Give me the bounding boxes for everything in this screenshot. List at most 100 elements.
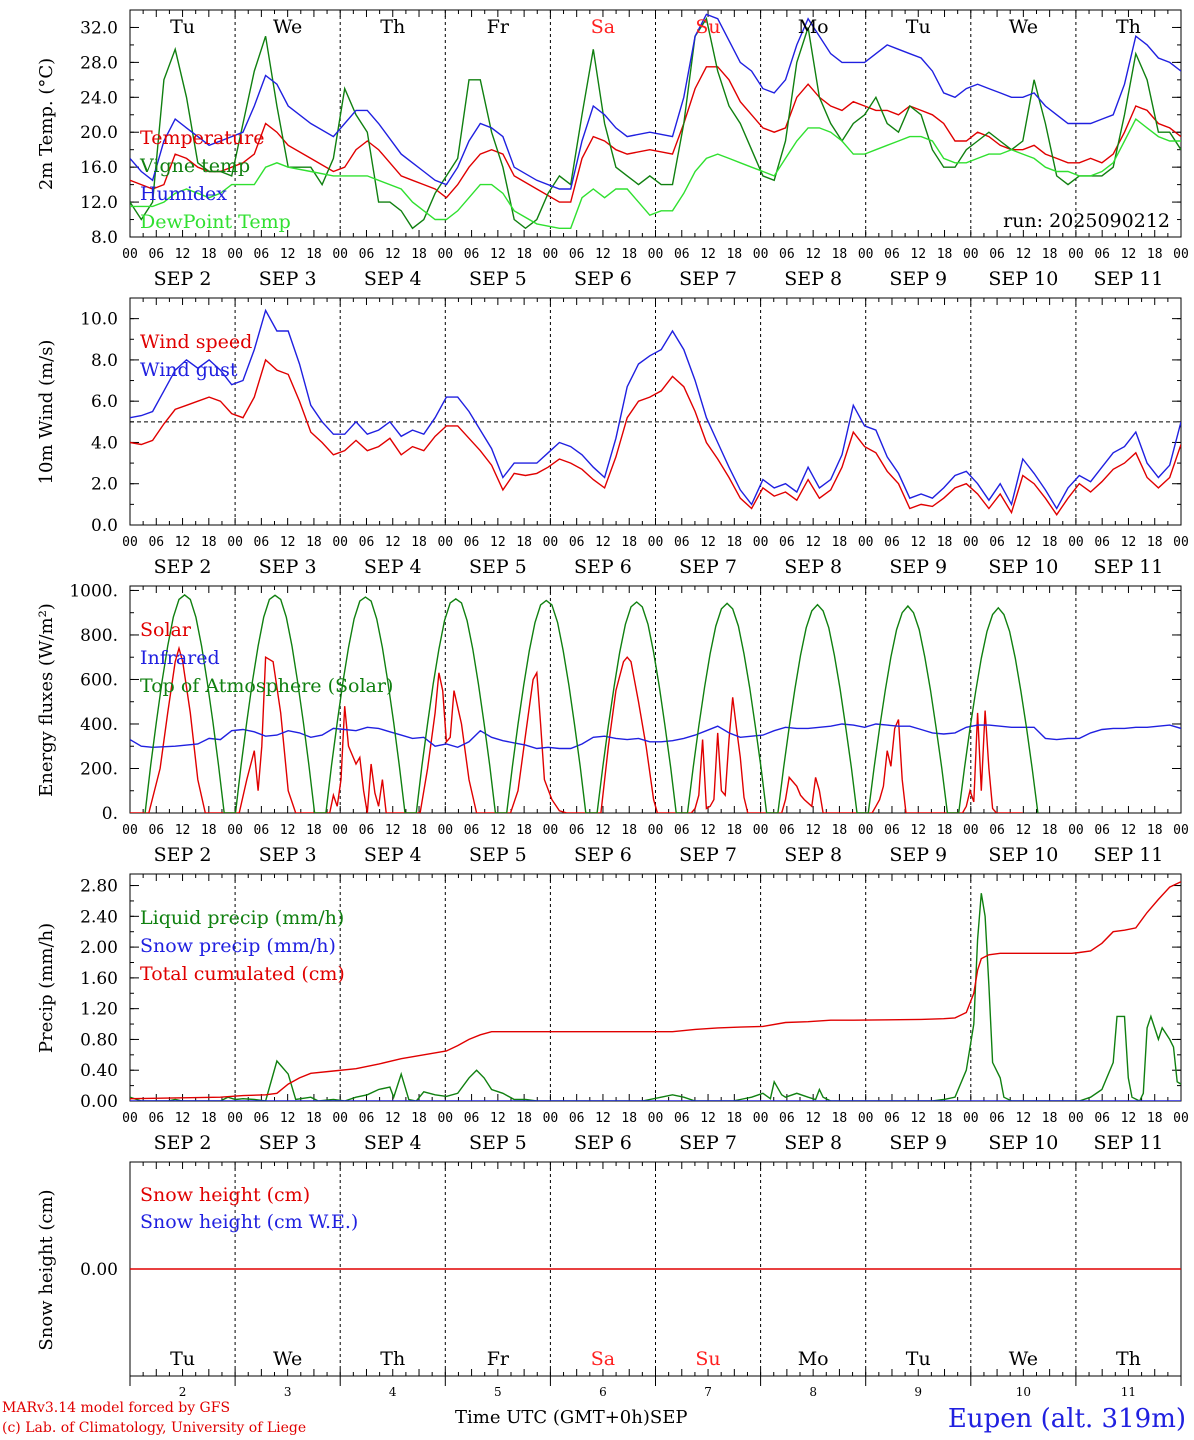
legend-entry: Top of Atmosphere (Solar) <box>140 675 393 697</box>
date-label: SEP 5 <box>469 1132 527 1154</box>
hour-label: 00 <box>858 1111 874 1126</box>
series-line-liquid-precip-mm-h- <box>130 893 1181 1101</box>
hour-label: 00 <box>543 247 559 262</box>
hour-label: 06 <box>254 823 270 838</box>
hour-label: 12 <box>385 823 401 838</box>
hour-label: 18 <box>832 1111 848 1126</box>
legend-entry: DewPoint Temp <box>140 211 291 233</box>
date-label: SEP 6 <box>574 268 632 290</box>
hour-label: 00 <box>753 1111 769 1126</box>
hour-label: 00 <box>1068 535 1084 550</box>
y-tick-label: 8.0 <box>91 228 118 248</box>
y-axis-label: 2m Temp. (°C) <box>36 58 57 190</box>
date-label: SEP 6 <box>574 556 632 578</box>
date-label: SEP 10 <box>988 844 1058 866</box>
hour-label: 06 <box>884 247 900 262</box>
hour-label: 00 <box>227 1111 243 1126</box>
hour-label: 06 <box>779 823 795 838</box>
hour-label: 06 <box>779 535 795 550</box>
series-line-total-cumulated-cm- <box>130 881 1181 1100</box>
day-abbr: Th <box>1116 16 1141 38</box>
hour-label: 06 <box>989 1111 1005 1126</box>
date-label: SEP 8 <box>784 268 842 290</box>
hour-label: 00 <box>332 823 348 838</box>
hour-label: 06 <box>359 1111 375 1126</box>
legend-entry: Vigne temp <box>139 155 250 177</box>
date-label: SEP 3 <box>259 556 317 578</box>
y-tick-label: 2.80 <box>80 877 118 897</box>
hour-label: 06 <box>779 1111 795 1126</box>
y-axis-label: Precip (mm/h) <box>36 923 57 1053</box>
hour-label: 00 <box>437 1111 453 1126</box>
hour-label: 12 <box>280 535 296 550</box>
hour-label: 00 <box>648 1111 664 1126</box>
hour-label: 12 <box>1121 247 1137 262</box>
hour-label: 18 <box>726 823 742 838</box>
hour-label: 18 <box>1147 535 1163 550</box>
hour-label: 12 <box>910 823 926 838</box>
hour-label: 00 <box>963 247 979 262</box>
hour-label: 00 <box>648 247 664 262</box>
day-number: 8 <box>809 1385 817 1399</box>
date-label: SEP 6 <box>574 1132 632 1154</box>
date-label: SEP 4 <box>364 556 422 578</box>
hour-label: 18 <box>411 823 427 838</box>
date-label: SEP 8 <box>784 556 842 578</box>
hour-label: 06 <box>1094 535 1110 550</box>
date-label: SEP 2 <box>154 268 212 290</box>
hour-label: 06 <box>148 535 164 550</box>
hour-label: 12 <box>175 1111 191 1126</box>
hour-label: 06 <box>254 1111 270 1126</box>
hour-label: 18 <box>937 823 953 838</box>
date-label: SEP 3 <box>259 268 317 290</box>
y-tick-label: 6.0 <box>91 392 118 412</box>
hour-label: 00 <box>437 823 453 838</box>
date-label: SEP 9 <box>889 268 947 290</box>
y-tick-label: 1.20 <box>80 1000 118 1020</box>
day-abbr-bottom: Fr <box>487 1348 510 1370</box>
hour-label: 12 <box>490 535 506 550</box>
series-line-vigne-temp <box>130 16 1181 230</box>
hour-label: 06 <box>569 823 585 838</box>
hour-label: 18 <box>726 1111 742 1126</box>
day-number: 10 <box>1016 1385 1031 1399</box>
hour-label: 18 <box>621 535 637 550</box>
hour-label: 00 <box>648 535 664 550</box>
hour-label: 18 <box>516 1111 532 1126</box>
legend-entry: Snow height (cm) <box>140 1184 310 1206</box>
date-label: SEP 5 <box>469 268 527 290</box>
date-label: SEP 7 <box>679 1132 737 1154</box>
hour-label: 06 <box>674 1111 690 1126</box>
hour-label: 12 <box>595 535 611 550</box>
legend-entry: Solar <box>140 619 192 641</box>
hour-label: 00 <box>543 1111 559 1126</box>
day-abbr: Tu <box>906 16 931 38</box>
panel-4: 0.00 0.40 0.80 1.20 1.60 2.00 2.40 2.80 Precip (… <box>36 873 1189 1154</box>
hour-label: 18 <box>411 247 427 262</box>
day-number: 5 <box>494 1385 502 1399</box>
day-number: 6 <box>599 1385 607 1399</box>
hour-label: 12 <box>595 1111 611 1126</box>
y-tick-label: 600. <box>80 670 118 690</box>
hour-label: 12 <box>280 247 296 262</box>
hour-label: 12 <box>280 1111 296 1126</box>
hour-label: 12 <box>1016 247 1032 262</box>
y-tick-label: 4.0 <box>91 433 118 453</box>
hour-label: 12 <box>595 247 611 262</box>
hour-label: 18 <box>1147 823 1163 838</box>
hour-label: 00 <box>122 247 138 262</box>
hour-label: 00 <box>227 247 243 262</box>
legend-entry: Total cumulated (cm) <box>140 963 345 985</box>
hour-label: 00 <box>543 535 559 550</box>
date-label: SEP 7 <box>679 844 737 866</box>
day-abbr-bottom: Mo <box>798 1348 829 1370</box>
hour-label: 12 <box>385 247 401 262</box>
hour-label: 00 <box>122 535 138 550</box>
hour-label: 18 <box>1042 1111 1058 1126</box>
model-credit-line2: (c) Lab. of Climatology, University of L… <box>2 1420 307 1436</box>
hour-label: 00 <box>122 823 138 838</box>
hour-label: 06 <box>884 1111 900 1126</box>
hour-label: 18 <box>306 823 322 838</box>
y-tick-label: 1.60 <box>80 969 118 989</box>
hour-label: 06 <box>884 823 900 838</box>
